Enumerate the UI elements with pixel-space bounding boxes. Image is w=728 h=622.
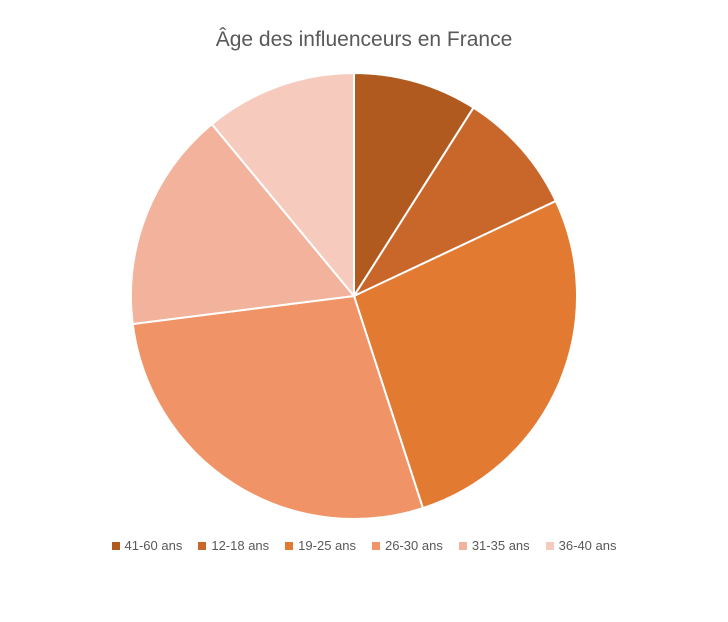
legend-label: 12-18 ans (211, 538, 270, 553)
pie-slice-36-40-ans (210, 71, 355, 299)
legend-swatch (198, 541, 207, 550)
legend-label: 41-60 ans (124, 538, 183, 553)
legend-label: 26-30 ans (385, 538, 443, 553)
legend-swatch (111, 541, 120, 550)
legend-swatch (545, 541, 554, 550)
legend-label: 31-35 ans (471, 538, 530, 553)
legend-item: 41-60 ans (111, 538, 183, 553)
legend-item: 26-30 ans (372, 538, 443, 553)
legend-swatch (458, 541, 467, 550)
pie-slice-12-18-ans (351, 106, 558, 299)
pie-slice-41-60-ans (353, 71, 475, 300)
legend-swatch (372, 541, 380, 550)
legend-item: 19-25 ans (285, 538, 356, 553)
legend-item: 36-40 ans (545, 538, 617, 553)
legend-label: 36-40 ans (558, 538, 617, 553)
legend-swatch (285, 541, 294, 550)
legend-label: 19-25 ans (298, 538, 356, 553)
pie-slice-26-30-ans (131, 294, 425, 520)
legend-item: 12-18 ans (198, 538, 269, 553)
chart-title: Âge des influenceurs en France (215, 28, 513, 51)
pie-slice-19-25-ans (352, 199, 579, 510)
chart-legend: 41-60 ans 12-18 ans 19-25 ans 26-30 ans 31-3… (0, 538, 728, 553)
pie-slice-31-35-ans (130, 122, 356, 326)
legend-item: 31-35 ans (458, 538, 530, 553)
pie-chart (130, 71, 579, 520)
